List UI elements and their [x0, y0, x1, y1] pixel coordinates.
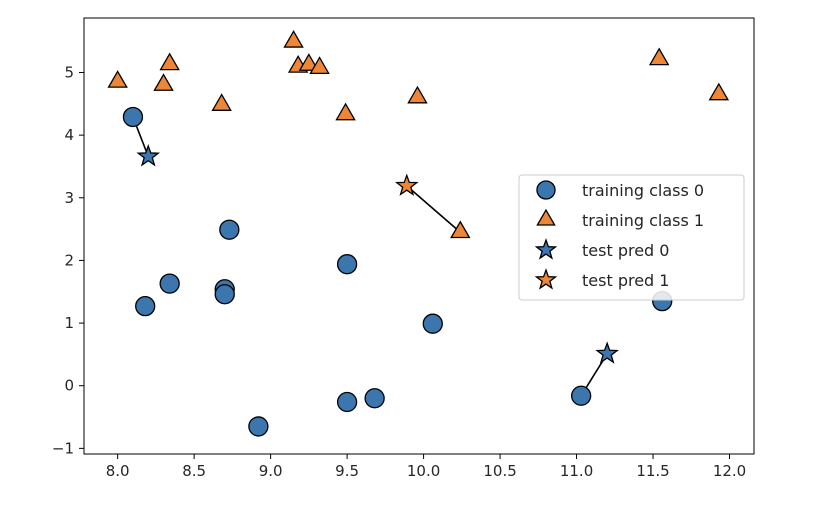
training-class-1-point: [159, 52, 180, 71]
training-class-1-point: [309, 56, 330, 75]
x-tick-label: 11.0: [560, 462, 593, 480]
legend-label: training class 0: [582, 181, 704, 200]
x-tick-label: 10.5: [483, 462, 516, 480]
y-tick-label: 1: [64, 314, 74, 332]
x-tick-label: 10.0: [407, 462, 440, 480]
test-pred-0-point: [136, 144, 161, 167]
legend-label: test pred 1: [582, 271, 669, 290]
legend-marker-training-class-0: [536, 180, 556, 200]
training-class-0-point: [248, 416, 269, 437]
training-class-0-point: [336, 391, 358, 413]
training-class-1-point: [450, 220, 471, 239]
training-class-1-point: [407, 85, 428, 104]
y-tick-label: 4: [64, 126, 74, 144]
training-class-0-point: [570, 385, 592, 406]
x-tick-label: 8.5: [182, 462, 206, 480]
training-class-0-point: [422, 313, 443, 334]
training-class-1-point: [211, 93, 232, 111]
y-tick-label: 0: [64, 377, 74, 395]
legend-marker-test-pred-0: [534, 238, 558, 260]
training-class-0-point: [159, 273, 180, 294]
legend-marker-training-class-1: [536, 208, 556, 226]
training-class-1-point: [153, 73, 174, 91]
training-class-1-point: [708, 82, 730, 101]
x-tick-label: 12.0: [713, 462, 746, 480]
training-class-0-point: [135, 296, 156, 317]
training-class-0-point: [219, 219, 240, 240]
test-pred-0-point: [595, 341, 619, 364]
training-class-0-point: [214, 284, 235, 305]
plot-frame: [83, 17, 755, 455]
legend-marker-test-pred-1: [534, 268, 558, 290]
x-tick-label: 9.5: [335, 462, 359, 480]
y-axis-ticks: −1 0 1 2 3 4 5: [52, 64, 84, 457]
training-class-1-point: [283, 30, 304, 48]
x-axis-ticks: 8.0 8.5 9.0 9.5 10.0 10.5 11.0 11.5 12.0: [106, 454, 746, 480]
training-class-0-point: [364, 388, 385, 409]
y-tick-label: −1: [52, 439, 74, 457]
y-tick-label: 5: [64, 64, 74, 82]
legend-box: [518, 174, 745, 301]
neighbor-connection-line: [406, 185, 461, 233]
training-class-1-point: [335, 102, 356, 121]
test-pred-1-point: [394, 173, 419, 196]
y-tick-label: 2: [64, 251, 74, 269]
legend: training class 0 training class 1 test pre…: [518, 174, 745, 301]
training-class-1-point: [107, 70, 128, 88]
x-tick-label: 11.5: [636, 462, 669, 480]
data-markers: [107, 30, 730, 437]
legend-label: training class 1: [582, 211, 704, 230]
legend-label: test pred 0: [582, 241, 669, 260]
x-tick-label: 8.0: [106, 462, 130, 480]
training-class-0-point: [122, 106, 144, 128]
y-tick-label: 3: [64, 189, 74, 207]
training-class-1-point: [298, 53, 320, 71]
training-class-0-point: [336, 254, 358, 275]
training-class-1-point: [648, 47, 670, 66]
x-tick-label: 9.0: [259, 462, 283, 480]
